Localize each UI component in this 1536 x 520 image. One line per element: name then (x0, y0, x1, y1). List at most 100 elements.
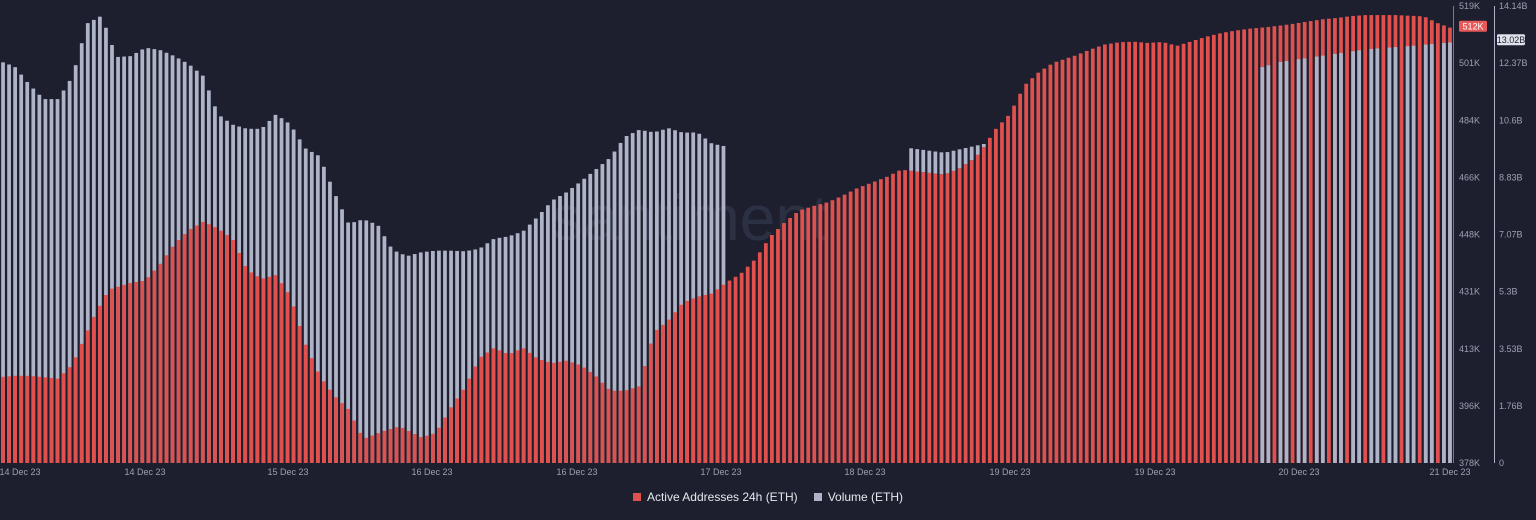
active-addresses-bar (1242, 29, 1246, 463)
y-right-tick-label: 0 (1499, 458, 1504, 468)
active-addresses-bar (1181, 43, 1186, 463)
volume-bar (1260, 67, 1265, 463)
active-addresses-bar (364, 437, 369, 463)
active-addresses-bar (1157, 42, 1162, 464)
active-addresses-bar (122, 284, 126, 463)
chart-svg: santiment 519K 501K 484K 466K 448K 431K 413K 39… (0, 1, 1528, 477)
volume-bar (340, 209, 344, 463)
active-addresses-bar (630, 388, 635, 463)
active-addresses-bar (1121, 42, 1125, 464)
active-addresses-bar (782, 223, 786, 463)
volume-bar (370, 222, 375, 463)
active-addresses-bar (1218, 33, 1222, 464)
active-addresses-bar (467, 378, 472, 463)
volume-bar (479, 247, 484, 463)
y-right-tick-label: 5.3B (1499, 287, 1518, 297)
volume-bar (546, 205, 550, 463)
active-addresses-bar (1211, 34, 1216, 464)
legend-item-active-addresses[interactable]: Active Addresses 24h (ETH) (632, 490, 798, 504)
volume-bar (1296, 59, 1301, 464)
volume-bar (624, 136, 629, 463)
active-addresses-bar (739, 272, 744, 463)
active-addresses-bar (116, 286, 120, 463)
active-addresses-bar (346, 408, 350, 463)
active-addresses-bar (509, 353, 514, 463)
active-addresses-bar (818, 204, 823, 463)
volume-bar (1387, 47, 1392, 464)
volume-bar (1411, 45, 1416, 463)
volume-bar (1278, 61, 1283, 463)
volume-bar (661, 129, 665, 464)
volume-bar (364, 220, 369, 463)
active-addresses-bar (824, 202, 829, 463)
active-addresses-bar (515, 350, 520, 463)
volume-bar (1284, 61, 1289, 463)
active-addresses-bar (1151, 42, 1156, 463)
active-addresses-bar (582, 367, 587, 463)
volume-bar (104, 27, 108, 463)
x-tick-label: 20 Dec 23 (1278, 467, 1319, 477)
active-addresses-bar (915, 171, 920, 463)
volume-bar (358, 220, 363, 463)
active-addresses-bar (951, 170, 956, 463)
active-addresses-bar (1224, 32, 1228, 463)
watermark: santiment (551, 182, 829, 254)
active-addresses-bar (491, 348, 496, 463)
active-addresses-bar (352, 420, 357, 463)
volume-bar (388, 246, 393, 463)
active-addresses-bar (1103, 44, 1107, 463)
volume-bar (679, 132, 683, 463)
volume-bar (79, 43, 84, 464)
active-addresses-bar (309, 358, 314, 463)
active-addresses-bar (225, 234, 229, 463)
active-addresses-bar (1042, 68, 1047, 463)
active-addresses-bar (267, 276, 272, 463)
active-addresses-bar (673, 312, 677, 463)
active-addresses-bar (170, 246, 175, 463)
active-addresses-bar (1205, 36, 1210, 463)
volume-bar (667, 128, 671, 464)
active-addresses-bar (576, 364, 581, 463)
active-addresses-bar (1060, 59, 1065, 463)
active-addresses-bar (400, 427, 405, 463)
volume-bar (600, 164, 605, 463)
active-addresses-bar (751, 260, 756, 463)
active-addresses-bar (79, 343, 84, 463)
legend-item-volume[interactable]: Volume (ETH) (813, 490, 903, 504)
active-addresses-bar (297, 325, 302, 463)
volume-bar (1405, 46, 1410, 464)
y-right-tick-label: 8.83B (1499, 172, 1523, 182)
active-addresses-bar (455, 398, 459, 463)
volume-bar (636, 130, 641, 463)
active-addresses-bar (1, 376, 5, 463)
volume-bar (582, 178, 587, 463)
volume-bar (691, 132, 696, 463)
x-tick-label: 16 Dec 23 (556, 467, 597, 477)
active-addresses-bar (98, 305, 102, 463)
volume-bar (606, 159, 611, 463)
active-addresses-bar (945, 173, 950, 463)
active-addresses-bar (1036, 72, 1041, 464)
active-addresses-bar (1006, 115, 1010, 464)
active-addresses-bar (685, 300, 690, 463)
y-left-tick-label: 431K (1459, 287, 1480, 297)
active-addresses-bar (1363, 15, 1368, 464)
volume-bar (91, 19, 96, 464)
active-addresses-bar (176, 240, 181, 463)
active-addresses-bar (1030, 78, 1035, 464)
active-addresses-bar (927, 172, 932, 463)
active-addresses-bar (957, 168, 962, 464)
x-tick-label: 19 Dec 23 (989, 467, 1030, 477)
current-active-badge: 512K (1462, 22, 1483, 32)
active-addresses-bar (691, 298, 696, 463)
volume-bar (437, 250, 441, 463)
active-addresses-bar (479, 356, 484, 463)
active-addresses-bar (788, 218, 792, 463)
active-addresses-bar (806, 207, 811, 463)
active-addresses-bar (13, 375, 18, 463)
active-addresses-bar (636, 386, 641, 463)
y-left-tick-label: 413K (1459, 344, 1480, 354)
volume-bar (461, 251, 466, 463)
x-tick-label: 19 Dec 23 (1134, 467, 1175, 477)
